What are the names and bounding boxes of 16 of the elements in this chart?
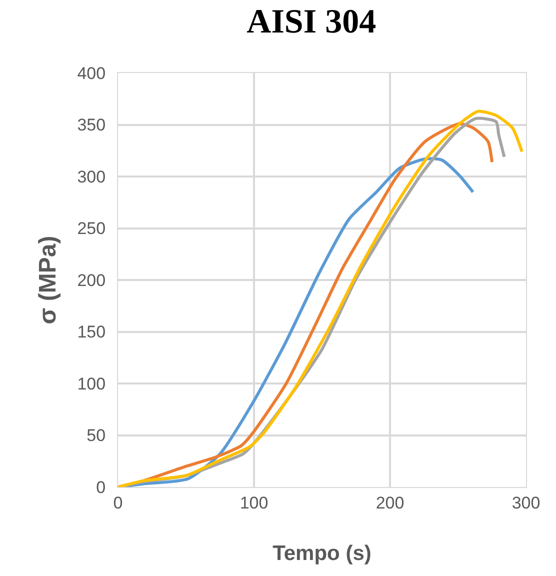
- x-tick-label: 0: [113, 493, 123, 512]
- x-tick-label: 300: [512, 493, 540, 512]
- y-tick-label: 350: [77, 116, 106, 135]
- y-tick-label: 150: [77, 322, 106, 342]
- x-axis-title: Tempo (s): [272, 542, 372, 565]
- y-tick-label: 100: [77, 374, 106, 394]
- y-tick-label: 50: [86, 426, 106, 446]
- y-tick-label: 200: [77, 270, 106, 290]
- y-tick-label: 250: [77, 219, 106, 238]
- y-tick-label: 400: [77, 64, 106, 83]
- chart-title: AISI 304: [246, 3, 376, 40]
- y-axis-title: σ (MPa): [34, 236, 62, 324]
- x-tick-label: 200: [376, 493, 404, 512]
- x-tick-label: 100: [240, 493, 268, 512]
- y-tick-label: 0: [96, 478, 106, 497]
- y-tick-label: 300: [77, 167, 106, 186]
